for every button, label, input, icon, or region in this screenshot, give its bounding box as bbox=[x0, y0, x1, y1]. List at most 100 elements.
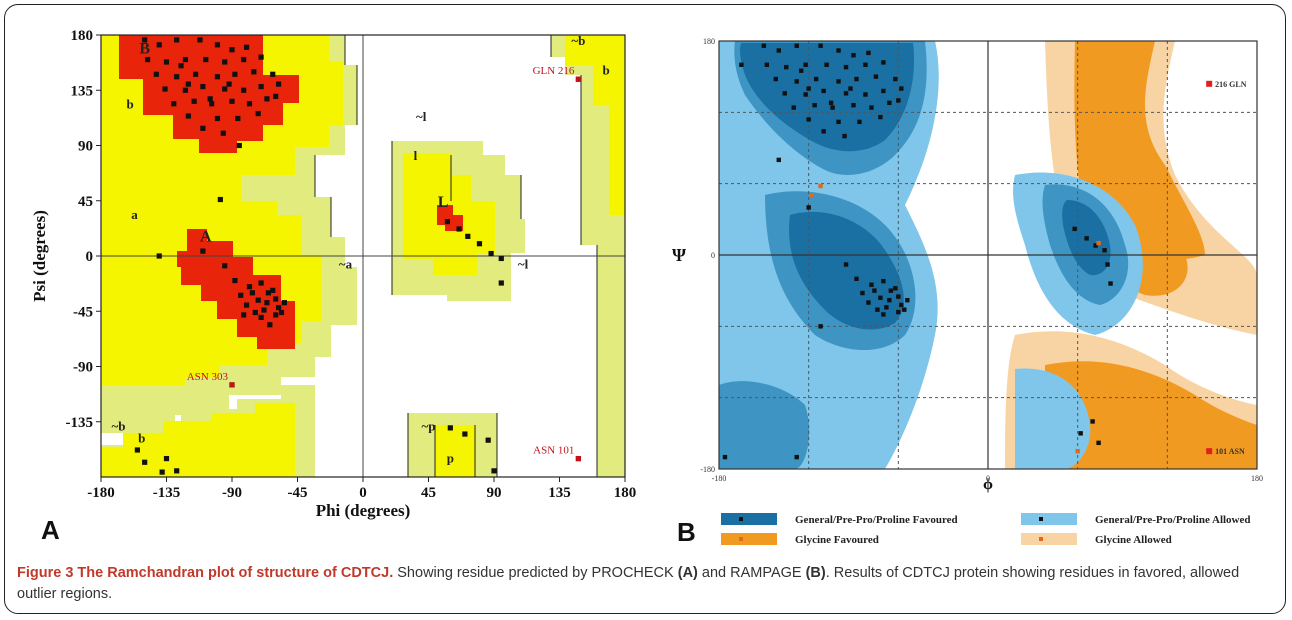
legend-swatch-b bbox=[1021, 533, 1077, 545]
residue-point-b bbox=[806, 86, 811, 91]
legend-marker-b bbox=[739, 517, 743, 521]
x-tick-label-b: 0 bbox=[986, 474, 990, 483]
residue-point-b bbox=[1105, 262, 1110, 267]
residue-point-a bbox=[144, 56, 151, 63]
residue-point-b bbox=[836, 48, 841, 53]
caption-text-1: Showing residue predicted by PROCHECK bbox=[393, 565, 678, 581]
residue-point-b bbox=[887, 297, 892, 303]
region-label-a: b bbox=[602, 62, 609, 77]
region-label-a: ~p bbox=[422, 418, 436, 433]
residue-point-b bbox=[878, 295, 883, 300]
x-tick-label-a: 0 bbox=[359, 485, 367, 501]
region-allowed-p bbox=[435, 425, 475, 477]
residue-point-b bbox=[881, 60, 886, 65]
residue-point-a bbox=[193, 71, 199, 77]
x-tick-label-b: 180 bbox=[1251, 474, 1263, 483]
region-label-a: b bbox=[138, 431, 145, 446]
y-tick-label-a: 90 bbox=[78, 139, 93, 155]
residue-point-a bbox=[159, 469, 165, 475]
y-tick-label-a: 180 bbox=[71, 28, 94, 44]
residue-point-b bbox=[843, 262, 849, 267]
caption-figure-label: Figure 3 The Ramchandran plot of structu… bbox=[17, 565, 394, 581]
residue-point-b bbox=[1093, 243, 1098, 248]
region-gen-allowed-3 bbox=[1015, 368, 1091, 469]
plot-b-border bbox=[718, 40, 1258, 470]
region-gen-fav-4 bbox=[719, 381, 810, 469]
residue-point-b bbox=[818, 324, 823, 329]
legend-b: General/Pre-Pro/Proline Favoured General/… bbox=[721, 513, 1251, 546]
panel-label-b: B bbox=[677, 517, 696, 547]
residue-point-b bbox=[884, 305, 889, 310]
region-gen-core-1 bbox=[740, 43, 915, 152]
residue-point-a bbox=[229, 98, 235, 104]
residue-point-b bbox=[1090, 419, 1095, 424]
residue-point-a bbox=[222, 263, 228, 269]
region-label-a: L bbox=[438, 194, 449, 211]
residue-point-b bbox=[809, 193, 814, 198]
residue-point-b bbox=[899, 302, 904, 308]
residue-point-b bbox=[821, 88, 826, 94]
residue-point-a bbox=[273, 312, 279, 318]
residue-point-b bbox=[881, 312, 886, 317]
residue-point-a bbox=[258, 314, 264, 320]
residue-point-a bbox=[174, 468, 180, 474]
residue-point-a bbox=[209, 101, 215, 107]
residue-point-b bbox=[1206, 448, 1213, 455]
residue-point-b bbox=[863, 62, 868, 67]
residue-point-a bbox=[275, 304, 282, 311]
residue-point-b bbox=[902, 307, 907, 312]
residue-point-a bbox=[236, 142, 242, 149]
residue-point-b bbox=[794, 79, 799, 84]
residue-point-a bbox=[178, 63, 184, 69]
residue-point-a bbox=[255, 297, 261, 303]
residue-point-a bbox=[238, 292, 244, 298]
residue-point-a bbox=[232, 71, 238, 77]
residue-point-a bbox=[185, 113, 191, 119]
residue-point-b bbox=[854, 76, 859, 82]
residue-point-b bbox=[1072, 226, 1077, 232]
residue-point-a bbox=[498, 255, 504, 262]
residue-point-a bbox=[163, 455, 170, 462]
residue-point-a bbox=[214, 42, 221, 48]
residue-point-a bbox=[171, 101, 177, 107]
residue-point-a bbox=[200, 83, 206, 90]
residue-point-b bbox=[794, 43, 799, 48]
legend-label-b: General/Pre-Pro/Proline Allowed bbox=[1095, 514, 1251, 526]
residue-point-b bbox=[854, 276, 859, 281]
residue-point-a bbox=[447, 425, 453, 431]
residue-point-a bbox=[214, 115, 221, 122]
residue-point-a bbox=[258, 54, 264, 60]
residue-point-a bbox=[476, 241, 483, 247]
residue-point-a bbox=[207, 96, 213, 102]
legend-swatch-b bbox=[1021, 513, 1077, 525]
residue-point-b bbox=[1084, 236, 1089, 241]
residue-point-a bbox=[273, 296, 279, 302]
x-tick-label-a: 135 bbox=[548, 485, 571, 501]
x-tick-label-a: 180 bbox=[614, 485, 637, 501]
residue-point-b bbox=[893, 286, 898, 291]
residue-point-b bbox=[828, 100, 834, 106]
y-tick-label-a: -45 bbox=[73, 304, 93, 320]
residue-point-a bbox=[222, 59, 228, 65]
residue-point-a bbox=[488, 250, 494, 257]
legend-swatch-b bbox=[721, 513, 777, 525]
residue-point-a bbox=[153, 71, 159, 77]
residue-point-a bbox=[185, 81, 191, 87]
caption-text-3: . Results of CDTCJ protein showing resid… bbox=[17, 565, 1240, 602]
residue-point-b bbox=[836, 119, 841, 125]
y-tick-label-b: 180 bbox=[703, 37, 715, 46]
residue-point-b bbox=[893, 76, 898, 82]
y-tick-label-a: -90 bbox=[73, 360, 93, 376]
residue-point-b bbox=[896, 309, 901, 315]
y-axis-label-a: Psi (degrees) bbox=[30, 210, 49, 302]
residue-point-b bbox=[905, 297, 910, 303]
residue-point-a bbox=[232, 277, 238, 284]
region-label-a: ~a bbox=[339, 256, 353, 271]
residue-point-a bbox=[243, 302, 250, 308]
plot-b-regions: 216 GLN 101 ASN bbox=[719, 41, 1257, 469]
residue-point-a bbox=[491, 468, 497, 474]
x-tick-label-a: 90 bbox=[487, 485, 502, 501]
residue-point-b bbox=[887, 100, 892, 106]
residue-point-b bbox=[791, 105, 796, 110]
outlier-point-a bbox=[229, 382, 235, 388]
